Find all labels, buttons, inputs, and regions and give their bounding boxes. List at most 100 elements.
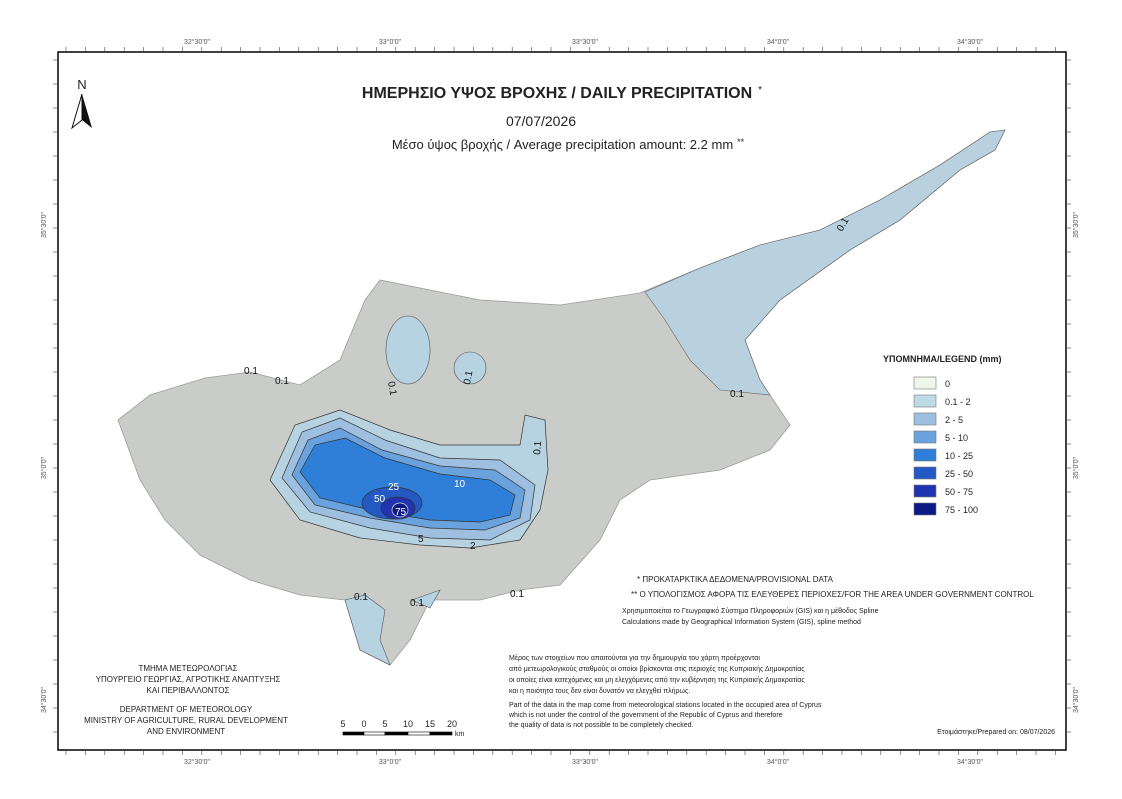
north-label: N bbox=[77, 77, 86, 92]
coord-label: 34°30'0" bbox=[40, 686, 48, 713]
legend-label: 0.1 - 2 bbox=[945, 397, 971, 407]
note-line: Μέρος των στοιχείων που απαιτούνται για … bbox=[509, 654, 760, 662]
coord-label: 33°0'0" bbox=[379, 758, 402, 766]
frame-ticks bbox=[53, 47, 1071, 755]
contour-label: 0.1 bbox=[510, 589, 524, 600]
department-line: DEPARTMENT OF METEOROLOGY bbox=[120, 705, 253, 714]
average-mark: ** bbox=[737, 137, 745, 147]
note-line: the quality of data is not possible to b… bbox=[509, 722, 693, 729]
note: * ΠΡΟΚΑΤΑΡΚΤΙΚΑ ΔΕΔΟΜΕΝΑ/PROVISIONAL DAT… bbox=[637, 575, 834, 584]
title: ΗΜΕΡΗΣΙΟ ΥΨΟΣ ΒΡΟΧΗΣ / DAILY PRECIPITATI… bbox=[362, 85, 762, 102]
department-line: ΥΠΟΥΡΓΕΙΟ ΓΕΩΡΓΙΑΣ, ΑΓΡΟΤΙΚΗΣ ΑΝΑΠΤΥΞΗΣ bbox=[96, 675, 281, 684]
prepared: Ετοιμάστηκε/Prepared on: 08/07/2026 bbox=[937, 728, 1055, 736]
coord-label: 34°30'0" bbox=[957, 758, 984, 766]
contour-labels: 0.1 0.1 0.1 0.1 0.1 0.1 0.1 0.1 0.1 10 2… bbox=[244, 216, 852, 609]
scale-label: 0 bbox=[361, 719, 366, 729]
contour-label: 2 bbox=[470, 541, 476, 552]
contour-label: 0.1 bbox=[532, 440, 544, 455]
legend-label: 75 - 100 bbox=[945, 505, 978, 515]
average: Μέσο ύψος βροχής / Average precipitation… bbox=[392, 137, 745, 152]
rain-area bbox=[344, 594, 391, 666]
department-line: AND ENVIRONMENT bbox=[147, 727, 225, 736]
coord-label: 33°30'0" bbox=[572, 38, 599, 46]
scale-label: 15 bbox=[425, 719, 435, 729]
coord-label: 35°0'0" bbox=[1072, 456, 1080, 479]
scale-segment bbox=[429, 731, 453, 736]
legend-label: 0 bbox=[945, 379, 950, 389]
legend-swatch bbox=[913, 430, 937, 444]
coord-label: 34°0'0" bbox=[767, 38, 790, 46]
coord-label: 35°0'0" bbox=[40, 456, 48, 479]
north-arrow bbox=[82, 94, 92, 128]
north-arrow bbox=[71, 93, 83, 130]
coord-label: 32°30'0" bbox=[184, 758, 211, 766]
contour-label: 75 bbox=[395, 507, 407, 518]
department-line: ΚΑΙ ΠΕΡΙΒΑΛΛΟΝΤΟΣ bbox=[147, 686, 230, 695]
note-line: Part of the data in the map come from me… bbox=[509, 702, 822, 709]
contour-label: 10 bbox=[454, 479, 466, 490]
coordinates: 32°30'0" 33°0'0" 33°30'0" 34°0'0" 34°30'0" 32… bbox=[40, 38, 1080, 766]
scale-segment bbox=[407, 731, 431, 736]
legend-swatch bbox=[913, 376, 937, 390]
legend-swatch bbox=[913, 502, 937, 516]
coord-label: 35°30'0" bbox=[40, 211, 48, 238]
scale-label: 5 bbox=[382, 719, 387, 729]
contour-label: 0.1 bbox=[730, 389, 744, 400]
rain-area bbox=[385, 315, 431, 385]
rain-area bbox=[453, 351, 487, 385]
legend-title: ΥΠΟΜΝΗΜΑ/LEGEND (mm) bbox=[883, 354, 1002, 364]
legend-label: 10 - 25 bbox=[945, 451, 973, 461]
coord-label: 35°30'0" bbox=[1072, 211, 1080, 238]
occupied-note: Μέρος των στοιχείων που απαιτούνται για … bbox=[508, 654, 822, 729]
contour-label: 5 bbox=[418, 534, 424, 545]
legend-swatch bbox=[913, 412, 937, 426]
coord-label: 34°30'0" bbox=[1072, 686, 1080, 713]
legend-label: 25 - 50 bbox=[945, 469, 973, 479]
department-line: ΤΜΗΜΑ ΜΕΤΕΩΡΟΛΟΓΙΑΣ bbox=[138, 664, 237, 673]
legend-swatch bbox=[913, 484, 937, 498]
scale-segment bbox=[363, 731, 386, 736]
contour-label: 0.1 bbox=[275, 376, 289, 387]
contour-label: 0.1 bbox=[462, 369, 475, 385]
title-text: ΗΜΕΡΗΣΙΟ ΥΨΟΣ ΒΡΟΧΗΣ / DAILY PRECIPITATI… bbox=[362, 85, 752, 102]
scale-label: 20 bbox=[447, 719, 457, 729]
legend: 0 0.1 - 2 2 - 5 5 - 10 10 - 25 25 - 50 50 - 75… bbox=[913, 376, 978, 516]
coord-label: 33°30'0" bbox=[572, 758, 599, 766]
rain-area bbox=[391, 502, 409, 518]
date: 07/07/2026 bbox=[506, 113, 576, 129]
scale-label: 10 bbox=[403, 719, 413, 729]
contour-label: 0.1 bbox=[410, 598, 424, 609]
legend-swatch bbox=[913, 448, 937, 462]
legend-label: 2 - 5 bbox=[945, 415, 963, 425]
contour-label: 0.1 bbox=[385, 381, 398, 397]
note: ** Ο ΥΠΟΛΟΓΙΣΜΟΣ ΑΦΟΡΑ ΤΙΣ ΕΛΕΥΘΕΡΕΣ ΠΕΡ… bbox=[631, 590, 1034, 599]
scale-unit: km bbox=[455, 731, 465, 738]
scale-segment bbox=[384, 731, 409, 736]
coord-label: 32°30'0" bbox=[184, 38, 211, 46]
average-text: Μέσο ύψος βροχής / Average precipitation… bbox=[392, 137, 733, 152]
legend-swatch bbox=[913, 466, 937, 480]
note: Χρησιμοποιείται το Γεωγραφικό Σύστημα Πλ… bbox=[622, 607, 879, 615]
scale-bar: 5 0 5 10 15 20 km bbox=[340, 719, 464, 738]
contour-label: 0.1 bbox=[244, 366, 258, 377]
department-line: MINISTRY OF AGRICULTURE, RURAL DEVELOPME… bbox=[84, 716, 288, 725]
department: ΤΜΗΜΑ ΜΕΤΕΩΡΟΛΟΓΙΑΣ ΥΠΟΥΡΓΕΙΟ ΓΕΩΡΓΙΑΣ, Α… bbox=[84, 664, 288, 736]
note-line: και η ποιότητα τους δεν είναι δυνατόν να… bbox=[509, 687, 690, 695]
contour-label: 0.1 bbox=[354, 592, 368, 603]
rain-area bbox=[411, 589, 441, 609]
coord-label: 34°0'0" bbox=[767, 758, 790, 766]
note-line: which is not under the control of the go… bbox=[508, 712, 783, 719]
scale-label: 5 bbox=[340, 719, 345, 729]
rain-area bbox=[644, 129, 1006, 396]
scale-segment bbox=[342, 731, 365, 736]
title-mark: * bbox=[758, 85, 762, 96]
coord-label: 33°0'0" bbox=[379, 38, 402, 46]
legend-swatch bbox=[913, 394, 937, 408]
note-line: από μετεωρολογικούς σταθμούς οι οποίοι β… bbox=[509, 665, 805, 673]
contour-label: 50 bbox=[374, 494, 386, 505]
note: Calculations made by Geographical Inform… bbox=[622, 619, 861, 626]
legend-label: 5 - 10 bbox=[945, 433, 968, 443]
coord-label: 34°30'0" bbox=[957, 38, 984, 46]
contour-label: 25 bbox=[388, 482, 400, 493]
